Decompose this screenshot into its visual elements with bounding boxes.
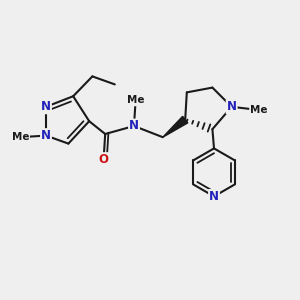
Polygon shape: [163, 116, 188, 137]
Text: N: N: [129, 119, 139, 133]
Text: Me: Me: [127, 95, 144, 105]
Text: O: O: [99, 153, 109, 166]
Text: N: N: [209, 190, 219, 203]
Text: N: N: [41, 100, 51, 113]
Text: N: N: [41, 129, 51, 142]
Text: N: N: [226, 100, 237, 113]
Text: Me: Me: [250, 105, 268, 115]
Text: Me: Me: [12, 132, 29, 142]
